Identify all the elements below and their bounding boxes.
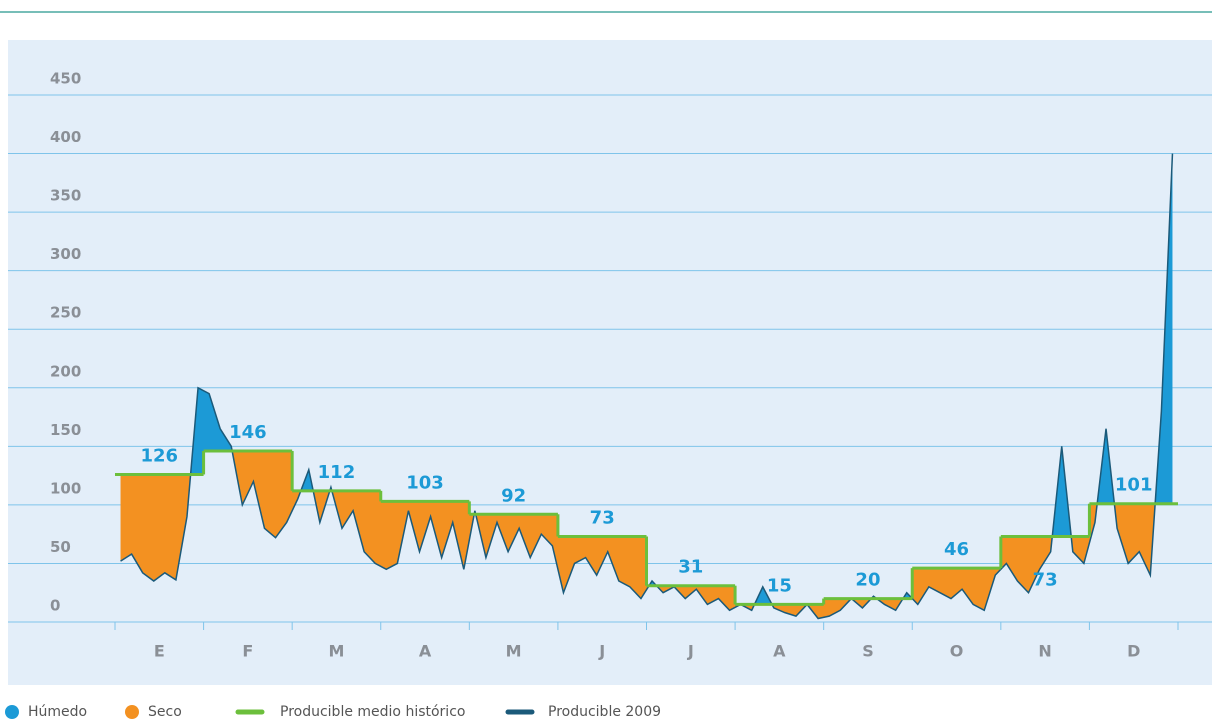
y-tick-label: 300 (50, 245, 81, 263)
y-tick-label: 150 (50, 421, 81, 439)
y-tick-label: 50 (50, 538, 71, 556)
data-label: 15 (767, 575, 792, 596)
data-label: 126 (141, 445, 179, 466)
y-tick-label: 250 (50, 304, 81, 322)
x-tick-label: S (862, 642, 874, 661)
data-label: 73 (590, 508, 615, 529)
legend-swatch (5, 705, 19, 719)
x-tick-label: N (1038, 642, 1051, 661)
y-tick-label: 350 (50, 187, 81, 205)
x-tick-label: A (419, 642, 432, 661)
y-tick-label: 450 (50, 70, 81, 88)
x-tick-label: O (950, 642, 964, 661)
x-tick-label: J (687, 642, 694, 661)
data-label: 146 (229, 422, 267, 443)
y-tick-label: 200 (50, 362, 81, 380)
legend-label: Seco (148, 704, 182, 720)
x-tick-label: D (1127, 642, 1140, 661)
x-tick-label: F (242, 642, 253, 661)
data-label: 92 (501, 485, 526, 506)
data-label: 46 (944, 539, 969, 560)
legend-swatch (125, 705, 139, 719)
x-tick-label: E (154, 642, 165, 661)
data-label: 101 (1115, 475, 1153, 496)
data-label: 103 (406, 472, 444, 493)
x-tick-label: J (598, 642, 605, 661)
legend-label: Producible medio histórico (280, 704, 465, 720)
data-label: 20 (855, 570, 880, 591)
data-label: 112 (318, 462, 356, 483)
x-tick-label: M (328, 642, 344, 661)
y-tick-label: 0 (50, 597, 60, 615)
legend-label: Producible 2009 (548, 704, 661, 720)
x-tick-label: M (506, 642, 522, 661)
data-label: 31 (678, 557, 703, 578)
production-line (120, 153, 1174, 620)
data-label: 73 (1033, 570, 1058, 591)
y-tick-label: 100 (50, 479, 81, 497)
y-tick-label: 400 (50, 128, 81, 146)
plot-panel (8, 40, 1212, 685)
legend-label: Húmedo (28, 704, 87, 720)
x-tick-label: A (773, 642, 786, 661)
